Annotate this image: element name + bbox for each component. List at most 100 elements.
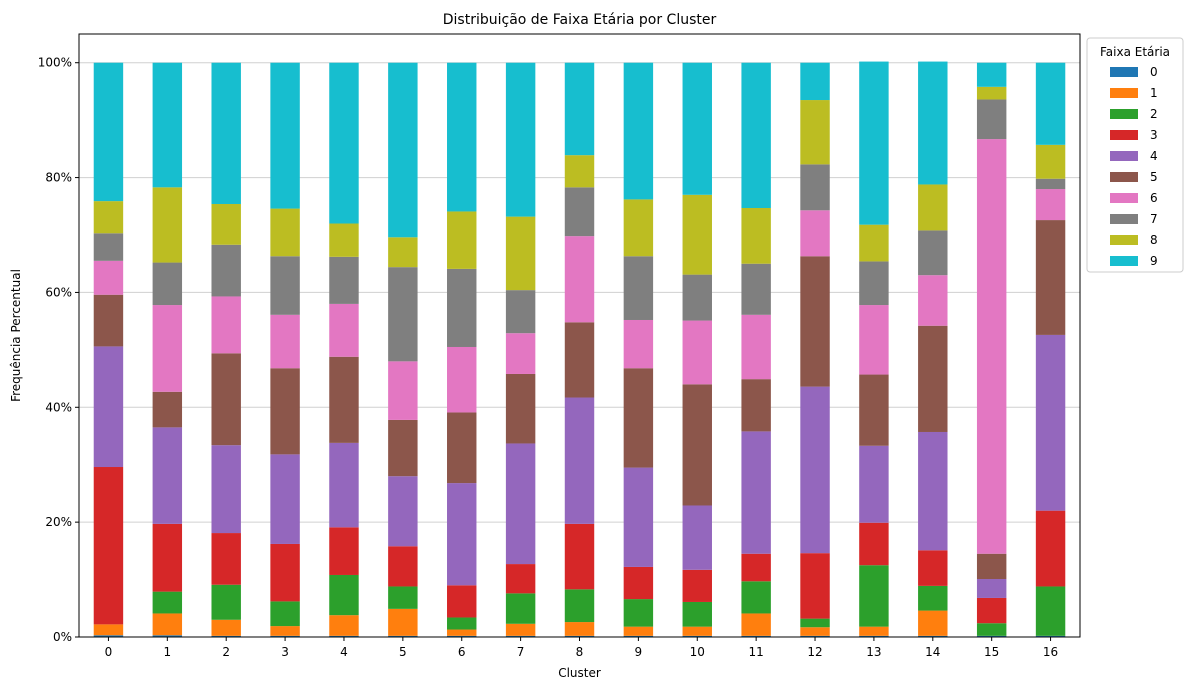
- x-tick-label: 12: [807, 645, 822, 659]
- legend-label: 7: [1150, 212, 1158, 226]
- legend-swatch-4: [1110, 151, 1138, 161]
- bar-segment-cluster-7-age-7: [505, 290, 536, 334]
- bar-segment-cluster-0-age-5: [93, 294, 124, 347]
- bar-segment-cluster-6-age-7: [447, 268, 477, 347]
- bar-segment-cluster-3-age-5: [270, 368, 300, 455]
- bar-segment-cluster-10-age-9: [682, 62, 712, 195]
- bar-segment-cluster-6-age-1: [447, 629, 477, 636]
- bar-segment-cluster-1-age-8: [152, 187, 183, 263]
- x-tick-label: 1: [164, 645, 172, 659]
- legend-swatch-5: [1110, 172, 1138, 182]
- bar-segment-cluster-3-age-2: [270, 601, 300, 627]
- bars: [93, 61, 1066, 637]
- bar-segment-cluster-12-age-9: [800, 62, 830, 101]
- bar-segment-cluster-15-age-6: [976, 139, 1007, 554]
- bar-segment-cluster-11-age-6: [741, 314, 771, 380]
- x-tick-label: 16: [1043, 645, 1058, 659]
- bar-segment-cluster-16-age-2: [1035, 586, 1066, 636]
- bar-segment-cluster-7-age-2: [505, 593, 536, 624]
- bar-segment-cluster-5-age-0: [388, 635, 418, 637]
- bar-segment-cluster-14-age-7: [918, 230, 948, 276]
- legend-label: 5: [1150, 170, 1158, 184]
- bar-segment-cluster-7-age-1: [505, 623, 536, 636]
- x-tick-label: 0: [105, 645, 113, 659]
- bar-segment-cluster-14-age-9: [918, 61, 948, 185]
- legend-label: 6: [1150, 191, 1158, 205]
- bar-segment-cluster-13-age-1: [859, 626, 889, 636]
- bar-segment-cluster-6-age-6: [447, 346, 477, 413]
- bar-segment-cluster-9-age-6: [623, 319, 654, 369]
- bar-segment-cluster-10-age-0: [682, 635, 712, 637]
- bar-segment-cluster-14-age-3: [918, 550, 948, 586]
- legend-swatch-2: [1110, 109, 1138, 119]
- bar-segment-cluster-3-age-9: [270, 62, 300, 209]
- legend: Faixa Etária 0 1 2 3 4 5 6 7 8 9: [1086, 37, 1184, 273]
- bar-segment-cluster-0-age-8: [93, 201, 124, 234]
- bar-segment-cluster-5-age-6: [388, 361, 418, 420]
- bar-segment-cluster-7-age-8: [505, 216, 536, 291]
- bar-segment-cluster-4-age-3: [329, 527, 359, 575]
- bar-segment-cluster-8-age-9: [564, 62, 595, 156]
- bar-segment-cluster-12-age-2: [800, 618, 830, 628]
- x-axis: 0 1 2 3 4 5 6 7 8 9 10 11 12 13 14 15 16: [105, 637, 1058, 659]
- bar-segment-cluster-6-age-9: [447, 62, 477, 212]
- bar-segment-cluster-8-age-0: [564, 635, 595, 637]
- bar-segment-cluster-3-age-3: [270, 543, 300, 602]
- bar-segment-cluster-7-age-6: [505, 333, 536, 374]
- bar-segment-cluster-9-age-9: [623, 62, 654, 200]
- bar-segment-cluster-8-age-3: [564, 523, 595, 590]
- bar-segment-cluster-1-age-7: [152, 262, 183, 306]
- bar-segment-cluster-13-age-4: [859, 445, 889, 523]
- bar-segment-cluster-4-age-0: [329, 635, 359, 637]
- bar-segment-cluster-0-age-9: [93, 62, 124, 202]
- bar-segment-cluster-14-age-0: [918, 635, 948, 637]
- bar-segment-cluster-0-age-7: [93, 233, 124, 261]
- bar-segment-cluster-1-age-3: [152, 523, 183, 592]
- bar-segment-cluster-8-age-2: [564, 589, 595, 623]
- bar-segment-cluster-10-age-2: [682, 601, 712, 627]
- bar-segment-cluster-11-age-0: [741, 635, 771, 637]
- bar-segment-cluster-4-age-5: [329, 356, 359, 443]
- bar-segment-cluster-10-age-3: [682, 569, 712, 602]
- legend-label: 9: [1150, 254, 1158, 268]
- bar-segment-cluster-14-age-8: [918, 184, 948, 231]
- x-tick-label: 11: [749, 645, 764, 659]
- bar-segment-cluster-5-age-8: [388, 237, 418, 268]
- bar-segment-cluster-2-age-2: [211, 584, 241, 620]
- legend-title: Faixa Etária: [1100, 45, 1170, 59]
- bar-segment-cluster-12-age-0: [800, 635, 830, 637]
- bar-segment-cluster-4-age-9: [329, 62, 359, 224]
- legend-swatch-8: [1110, 235, 1138, 245]
- bar-segment-cluster-1-age-4: [152, 427, 183, 524]
- bar-segment-cluster-2-age-5: [211, 353, 241, 446]
- y-tick-label: 40%: [45, 400, 72, 414]
- bar-segment-cluster-1-age-2: [152, 591, 183, 614]
- bar-segment-cluster-2-age-6: [211, 296, 241, 354]
- bar-segment-cluster-9-age-2: [623, 599, 654, 627]
- bar-segment-cluster-11-age-5: [741, 379, 771, 432]
- legend-swatch-7: [1110, 214, 1138, 224]
- bar-segment-cluster-12-age-3: [800, 553, 830, 619]
- bar-segment-cluster-3-age-7: [270, 256, 300, 315]
- bar-segment-cluster-0-age-1: [93, 624, 124, 636]
- legend-swatch-0: [1110, 67, 1138, 77]
- bar-segment-cluster-10-age-8: [682, 194, 712, 275]
- bar-segment-cluster-11-age-4: [741, 431, 771, 554]
- bar-segment-cluster-5-age-1: [388, 608, 418, 636]
- bar-segment-cluster-11-age-9: [741, 62, 771, 209]
- bar-segment-cluster-12-age-8: [800, 100, 830, 165]
- x-tick-label: 15: [984, 645, 999, 659]
- bar-segment-cluster-7-age-5: [505, 373, 536, 444]
- x-axis-label: Cluster: [558, 666, 601, 680]
- legend-label: 8: [1150, 233, 1158, 247]
- bar-segment-cluster-5-age-9: [388, 62, 418, 238]
- bar-segment-cluster-10-age-4: [682, 505, 712, 570]
- bar-segment-cluster-1-age-0: [152, 635, 183, 637]
- bar-segment-cluster-11-age-2: [741, 581, 771, 614]
- bar-segment-cluster-4-age-6: [329, 303, 359, 357]
- bar-segment-cluster-2-age-3: [211, 533, 241, 585]
- x-tick-label: 9: [635, 645, 643, 659]
- bar-segment-cluster-15-age-5: [976, 553, 1007, 579]
- x-tick-label: 2: [222, 645, 230, 659]
- y-axis: 0% 20% 40% 60% 80% 100%: [38, 56, 79, 644]
